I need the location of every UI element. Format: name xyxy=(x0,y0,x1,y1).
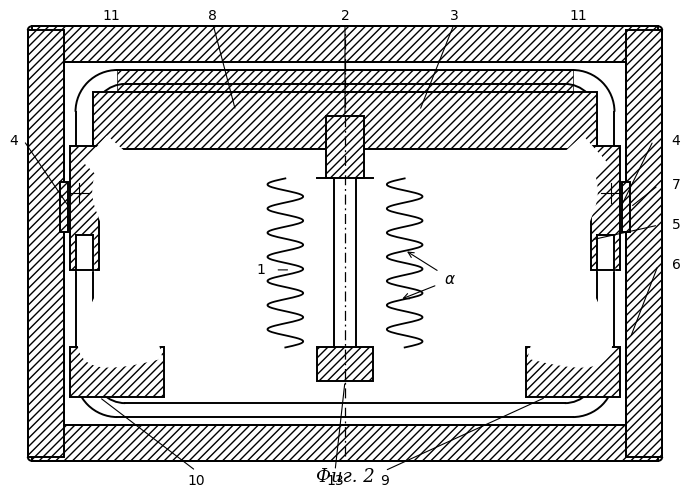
Bar xyxy=(526,348,620,397)
Text: 2: 2 xyxy=(341,10,349,24)
Bar xyxy=(622,182,631,232)
Bar xyxy=(32,425,658,461)
Bar xyxy=(93,92,597,148)
Text: 7: 7 xyxy=(672,178,680,192)
Text: 6: 6 xyxy=(671,258,680,272)
Polygon shape xyxy=(75,235,93,270)
Polygon shape xyxy=(597,235,615,270)
Text: 11: 11 xyxy=(102,10,120,24)
Text: Фиг. 2: Фиг. 2 xyxy=(315,468,375,485)
Bar xyxy=(591,146,620,270)
Text: 4: 4 xyxy=(672,134,680,147)
Bar xyxy=(59,182,68,232)
Text: 10: 10 xyxy=(187,474,205,488)
Bar xyxy=(32,26,658,62)
Text: 1: 1 xyxy=(256,263,265,277)
Bar xyxy=(70,348,164,397)
Bar xyxy=(70,146,99,270)
Text: 8: 8 xyxy=(208,10,217,24)
Polygon shape xyxy=(529,136,611,367)
Bar xyxy=(326,116,364,178)
Polygon shape xyxy=(79,136,161,367)
Bar xyxy=(627,30,662,457)
Text: 5: 5 xyxy=(672,218,680,232)
Text: 3: 3 xyxy=(450,10,459,24)
Text: 9: 9 xyxy=(380,474,389,488)
Text: 4: 4 xyxy=(10,134,18,147)
Text: α: α xyxy=(444,272,455,287)
Bar xyxy=(117,70,573,92)
Text: 13: 13 xyxy=(326,474,344,488)
Bar xyxy=(317,348,373,382)
Text: 11: 11 xyxy=(570,10,588,24)
Bar xyxy=(28,30,63,457)
